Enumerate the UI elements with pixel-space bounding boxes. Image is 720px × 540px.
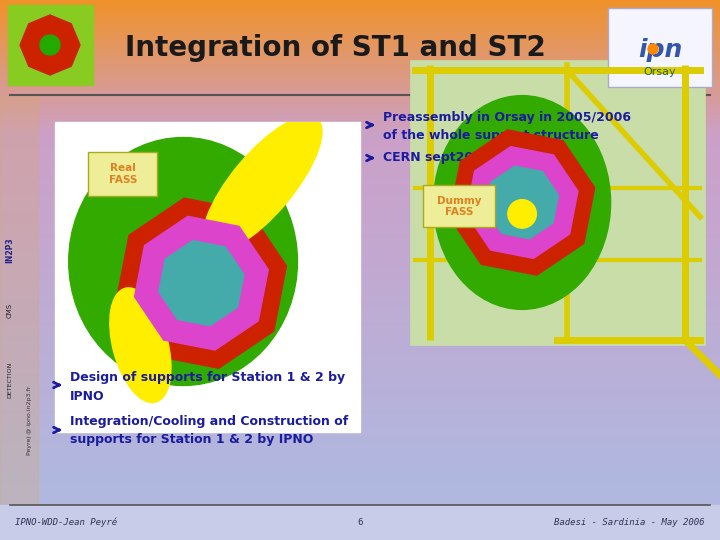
FancyBboxPatch shape — [423, 185, 495, 227]
Text: Real
FASS: Real FASS — [109, 163, 138, 185]
Text: Integration of ST1 and ST2: Integration of ST1 and ST2 — [125, 34, 545, 62]
Text: Design of supports for Station 1 & 2 by: Design of supports for Station 1 & 2 by — [70, 372, 345, 384]
Text: Orsay: Orsay — [644, 67, 676, 77]
Text: DETECTION: DETECTION — [7, 362, 12, 398]
Bar — [8, 5, 93, 85]
Bar — [55, 122, 360, 432]
FancyBboxPatch shape — [88, 152, 157, 196]
Bar — [410, 60, 705, 345]
Ellipse shape — [68, 138, 297, 386]
Text: Preassembly in Orsay in 2005/2006: Preassembly in Orsay in 2005/2006 — [383, 111, 631, 125]
Bar — [0, 505, 720, 540]
Text: CMS: CMS — [7, 302, 13, 318]
Text: supports for Station 1 & 2 by IPNO: supports for Station 1 & 2 by IPNO — [70, 434, 313, 447]
Ellipse shape — [110, 288, 171, 402]
Text: Badesi - Sardinia - May 2006: Badesi - Sardinia - May 2006 — [554, 518, 705, 527]
Text: CERN sept2006: CERN sept2006 — [383, 152, 490, 165]
FancyBboxPatch shape — [608, 8, 712, 87]
Text: of the whole support structure: of the whole support structure — [383, 129, 599, 141]
Ellipse shape — [433, 96, 611, 309]
Text: IN2P3: IN2P3 — [6, 237, 14, 263]
Text: Dummy
FASS: Dummy FASS — [437, 195, 481, 217]
Ellipse shape — [508, 200, 536, 228]
Circle shape — [648, 44, 658, 54]
Ellipse shape — [203, 116, 322, 252]
Text: Peyrej @ ipno.in2p3.fr: Peyrej @ ipno.in2p3.fr — [27, 386, 32, 455]
Text: Integration/Cooling and Construction of: Integration/Cooling and Construction of — [70, 415, 348, 429]
Text: 6: 6 — [357, 518, 363, 527]
Circle shape — [40, 35, 60, 55]
Text: IPNO: IPNO — [70, 389, 104, 402]
Text: IPNO-WDD-Jean Peyré: IPNO-WDD-Jean Peyré — [15, 518, 117, 527]
Bar — [0, 95, 38, 505]
Text: ipn: ipn — [638, 38, 682, 62]
